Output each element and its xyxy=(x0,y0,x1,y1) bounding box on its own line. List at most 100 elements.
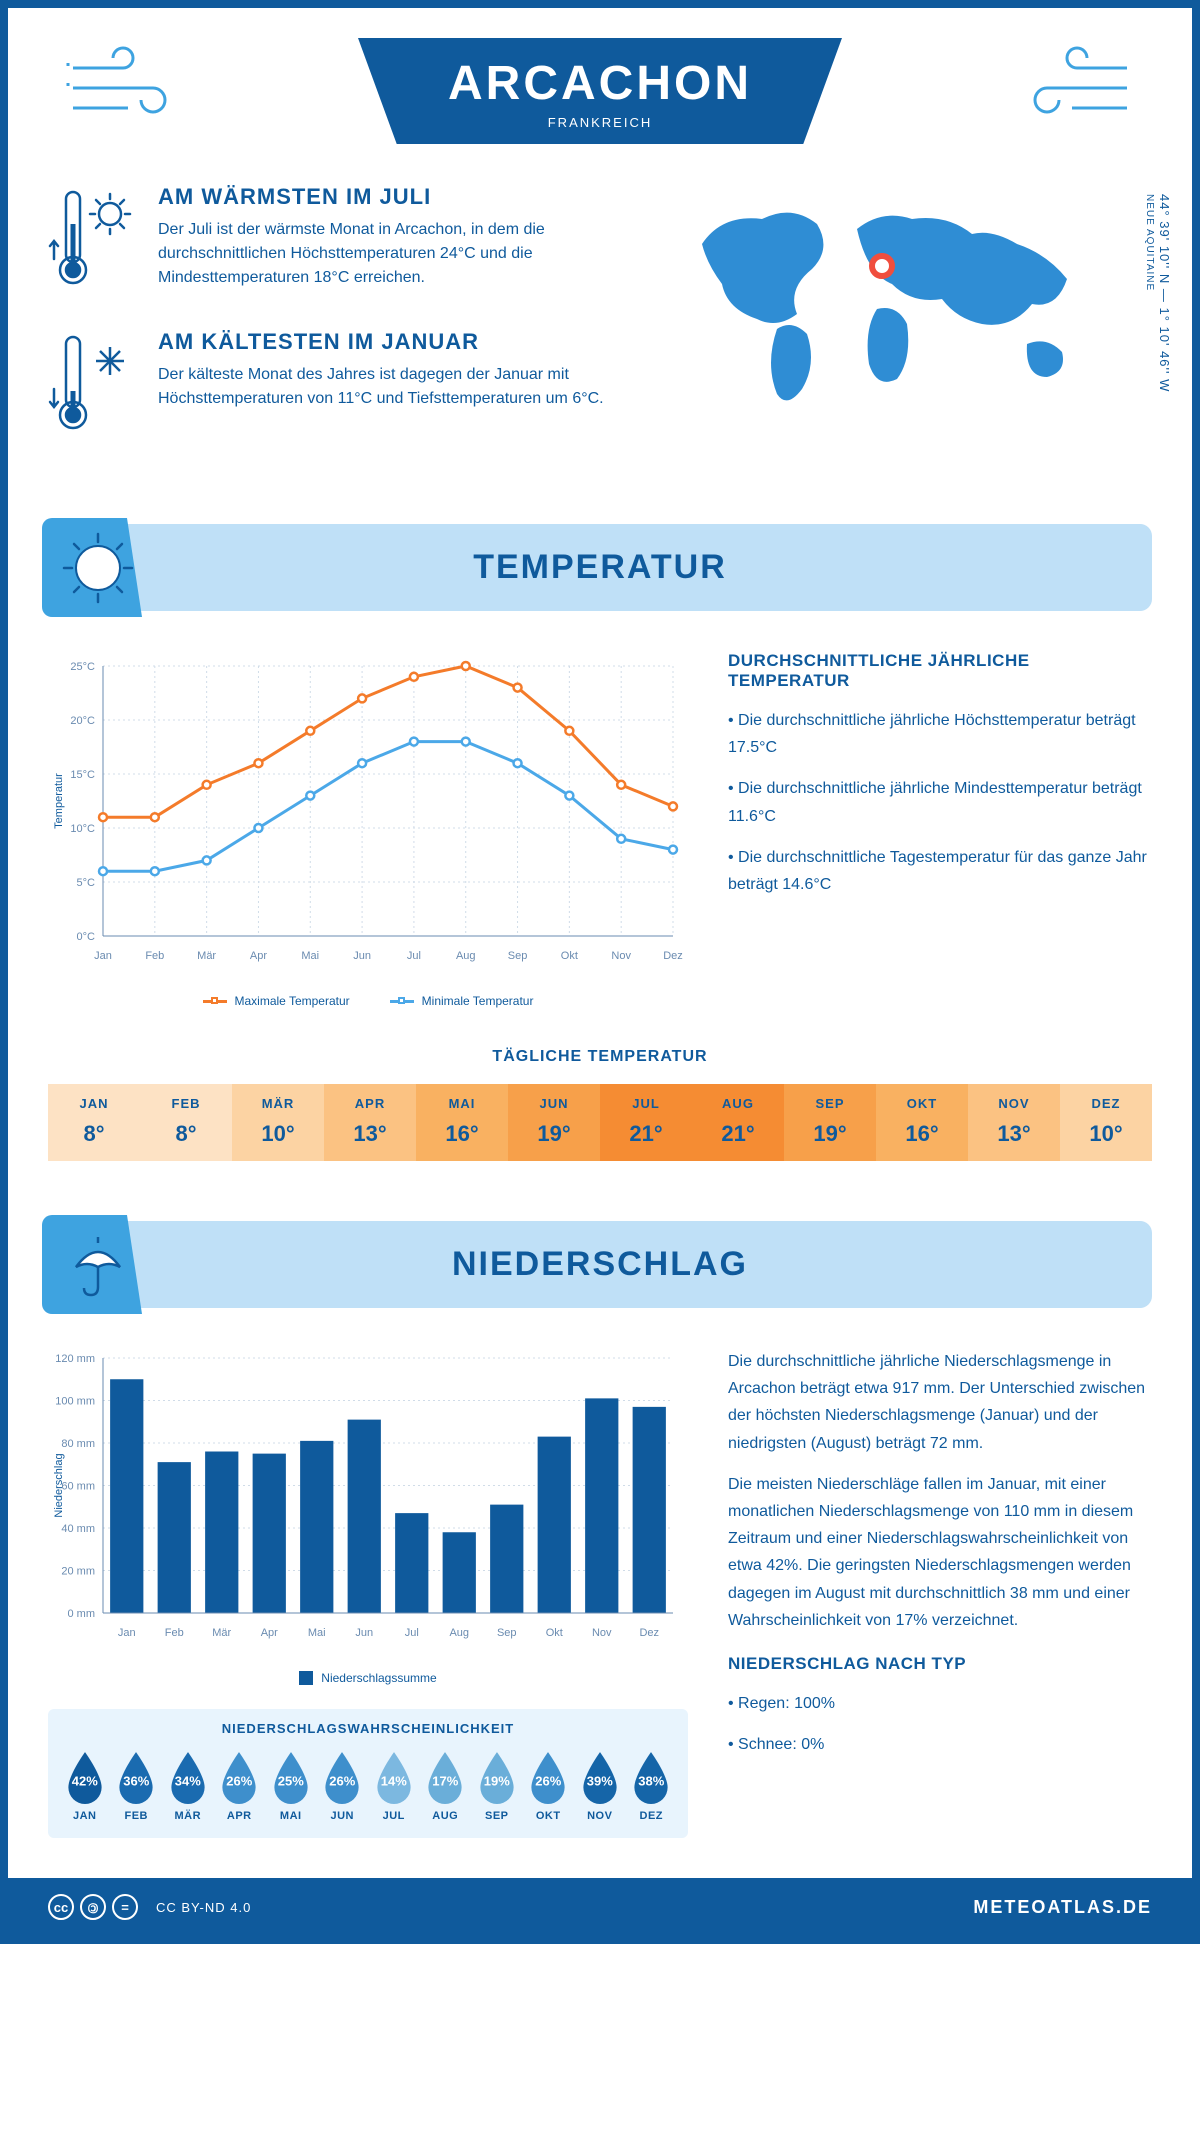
precipitation-bar-chart: 0 mm20 mm40 mm60 mm80 mm100 mm120 mmJanF… xyxy=(48,1348,688,1648)
drop-month: AUG xyxy=(421,1810,471,1822)
svg-text:Sep: Sep xyxy=(497,1627,517,1639)
month-value: 8° xyxy=(140,1121,232,1147)
svg-text:20 mm: 20 mm xyxy=(61,1566,95,1578)
svg-text:25°C: 25°C xyxy=(70,661,95,673)
title-ribbon: ARCACHON FRANKREICH xyxy=(358,38,842,144)
temp-legend: Maximale Temperatur Minimale Temperatur xyxy=(48,994,688,1008)
precip-type-item: Schnee: 0% xyxy=(728,1731,1152,1758)
coldest-title: AM KÄLTESTEN IM JANUAR xyxy=(158,329,632,355)
month-value: 21° xyxy=(692,1121,784,1147)
infographic-container: ARCACHON FRANKREICH xyxy=(0,0,1200,1944)
drop-pct: 36% xyxy=(123,1774,149,1789)
svg-text:Niederschlag: Niederschlag xyxy=(53,1453,65,1517)
svg-text:Jan: Jan xyxy=(94,950,112,962)
cc-icon: cc xyxy=(48,1894,74,1920)
month-label: JAN xyxy=(48,1096,140,1111)
site-name: METEOATLAS.DE xyxy=(973,1897,1152,1918)
svg-text:0 mm: 0 mm xyxy=(68,1608,96,1620)
legend-precip: Niederschlagssumme xyxy=(321,1671,436,1685)
world-map xyxy=(672,184,1112,424)
svg-text:Apr: Apr xyxy=(250,950,267,962)
drop-pct: 26% xyxy=(226,1774,252,1789)
header-banner: ARCACHON FRANKREICH xyxy=(8,8,1192,144)
svg-text:Jan: Jan xyxy=(118,1627,136,1639)
month-cell: APR13° xyxy=(324,1084,416,1161)
svg-text:Apr: Apr xyxy=(261,1627,278,1639)
footer: cc 🄯 = CC BY-ND 4.0 METEOATLAS.DE xyxy=(8,1878,1192,1936)
country-name: FRANKREICH xyxy=(448,115,752,130)
month-value: 19° xyxy=(784,1121,876,1147)
month-cell: MÄR10° xyxy=(232,1084,324,1161)
warmest-title: AM WÄRMSTEN IM JULI xyxy=(158,184,632,210)
coldest-text: Der kälteste Monat des Jahres ist dagege… xyxy=(158,363,632,411)
coldest-block: AM KÄLTESTEN IM JANUAR Der kälteste Mona… xyxy=(48,329,632,444)
precip-section-header: NIEDERSCHLAG xyxy=(48,1221,1152,1308)
drop-month: FEB xyxy=(112,1810,162,1822)
svg-text:15°C: 15°C xyxy=(70,769,95,781)
drop-item: 38% DEZ xyxy=(627,1750,677,1822)
svg-text:Aug: Aug xyxy=(449,1627,469,1639)
drop-item: 26% JUN xyxy=(318,1750,368,1822)
svg-text:100 mm: 100 mm xyxy=(55,1396,95,1408)
month-label: AUG xyxy=(692,1096,784,1111)
precip-title: NIEDERSCHLAG xyxy=(88,1245,1112,1284)
precip-prob-box: NIEDERSCHLAGSWAHRSCHEINLICHKEIT 42%JAN36… xyxy=(48,1709,688,1838)
drop-month: JUN xyxy=(318,1810,368,1822)
by-icon: 🄯 xyxy=(80,1894,106,1920)
svg-text:Mär: Mär xyxy=(197,950,216,962)
svg-text:120 mm: 120 mm xyxy=(55,1353,95,1365)
month-cell: MAI16° xyxy=(416,1084,508,1161)
drop-pct: 26% xyxy=(329,1774,355,1789)
daily-temp-title: TÄGLICHE TEMPERATUR xyxy=(48,1048,1152,1066)
warmest-block: AM WÄRMSTEN IM JULI Der Juli ist der wär… xyxy=(48,184,632,299)
month-label: FEB xyxy=(140,1096,232,1111)
thermometer-snow-icon xyxy=(48,329,138,439)
drop-pct: 26% xyxy=(535,1774,561,1789)
drop-month: JUL xyxy=(369,1810,419,1822)
month-cell: JAN8° xyxy=(48,1084,140,1161)
month-label: MÄR xyxy=(232,1096,324,1111)
month-label: JUN xyxy=(508,1096,600,1111)
temp-chart-row: 0°C5°C10°C15°C20°C25°CJanFebMärAprMaiJun… xyxy=(48,651,1152,1008)
cc-icons: cc 🄯 = CC BY-ND 4.0 xyxy=(48,1894,251,1920)
drop-month: MÄR xyxy=(163,1810,213,1822)
svg-text:Feb: Feb xyxy=(165,1627,184,1639)
drop-item: 26%APR xyxy=(215,1750,265,1822)
svg-text:10°C: 10°C xyxy=(70,823,95,835)
month-cell: DEZ10° xyxy=(1060,1084,1152,1161)
svg-text:Feb: Feb xyxy=(145,950,164,962)
warmest-text: Der Juli ist der wärmste Monat in Arcach… xyxy=(158,218,632,290)
precip-chart-row: 0 mm20 mm40 mm60 mm80 mm100 mm120 mmJanF… xyxy=(48,1348,1152,1838)
svg-text:Aug: Aug xyxy=(456,950,476,962)
drop-item: 19%SEP xyxy=(472,1750,522,1822)
svg-text:Jun: Jun xyxy=(353,950,371,962)
drop-pct: 34% xyxy=(175,1774,201,1789)
svg-text:Mai: Mai xyxy=(308,1627,326,1639)
svg-text:Jun: Jun xyxy=(355,1627,373,1639)
drop-pct: 42% xyxy=(72,1774,98,1789)
precip-type-title: NIEDERSCHLAG NACH TYP xyxy=(728,1654,1152,1674)
coords-latlon: 44° 39' 10'' N — 1° 10' 46'' W xyxy=(1157,194,1172,392)
month-value: 21° xyxy=(600,1121,692,1147)
drop-month: DEZ xyxy=(627,1810,677,1822)
svg-text:Mär: Mär xyxy=(212,1627,231,1639)
svg-text:Dez: Dez xyxy=(663,950,683,962)
svg-text:Nov: Nov xyxy=(592,1627,612,1639)
month-cell: JUL21° xyxy=(600,1084,692,1161)
month-label: OKT xyxy=(876,1096,968,1111)
legend-min: Minimale Temperatur xyxy=(422,994,534,1008)
month-label: DEZ xyxy=(1060,1096,1152,1111)
sun-icon xyxy=(58,528,138,608)
drop-item: 26% OKT xyxy=(524,1750,574,1822)
svg-text:Mai: Mai xyxy=(301,950,319,962)
coordinates: 44° 39' 10'' N — 1° 10' 46'' W NEUE AQUI… xyxy=(1142,194,1172,392)
drop-month: JAN xyxy=(60,1810,110,1822)
drop-pct: 25% xyxy=(278,1774,304,1789)
daily-temp-strip: JAN8°FEB 8°MÄR10°APR13°MAI16°JUN 19° JUL21°… xyxy=(48,1084,1152,1161)
drop-item: 17%AUG xyxy=(421,1750,471,1822)
svg-text:80 mm: 80 mm xyxy=(61,1438,95,1450)
drop-month: OKT xyxy=(524,1810,574,1822)
svg-text:Nov: Nov xyxy=(611,950,631,962)
drop-pct: 38% xyxy=(638,1774,664,1789)
temp-bullet: Die durchschnittliche Tagestemperatur fü… xyxy=(728,844,1152,898)
